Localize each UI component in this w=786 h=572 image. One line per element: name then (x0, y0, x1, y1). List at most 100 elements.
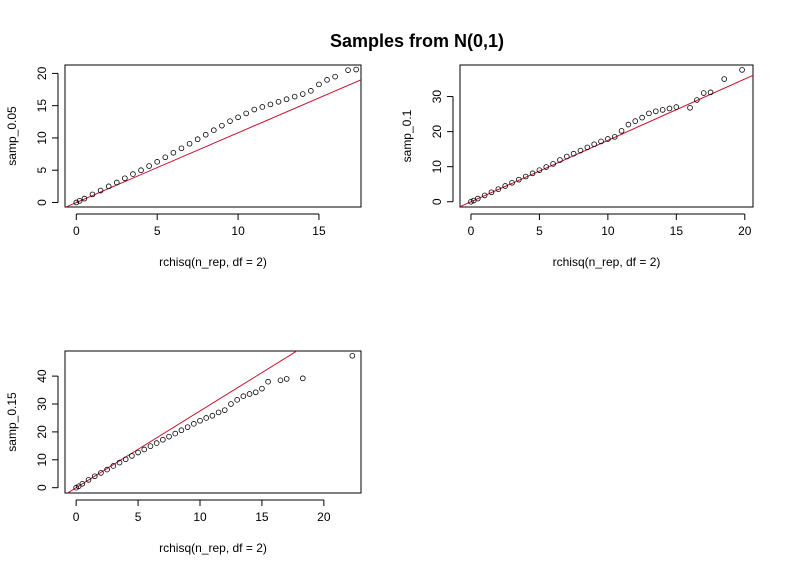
data-point (135, 449, 141, 456)
data-point (243, 110, 249, 117)
reference-line (66, 351, 298, 493)
data-point (79, 480, 86, 487)
data-point (153, 440, 160, 446)
data-point (160, 436, 166, 443)
x-tick-label: 15 (670, 224, 684, 238)
data-point (215, 409, 222, 416)
x-tick-label: 0 (468, 224, 475, 238)
data-point (116, 459, 123, 466)
data-point (611, 134, 618, 140)
y-tick-label: 0 (35, 199, 49, 206)
data-point (240, 393, 247, 399)
x-tick-label: 20 (738, 224, 752, 238)
data-point (129, 453, 135, 459)
x-tick-label: 15 (312, 224, 326, 238)
data-point (251, 106, 258, 113)
x-tick-label: 10 (193, 510, 207, 524)
x-axis-label: rchisq(n_rep, df = 2) (159, 255, 267, 269)
data-point (186, 140, 193, 147)
data-point (234, 397, 240, 403)
figure-title: Samples from N(0,1) (330, 31, 504, 51)
reference-line (65, 79, 361, 207)
data-point (184, 424, 191, 430)
data-point (299, 91, 306, 97)
data-point (265, 378, 271, 385)
x-tick-label: 10 (601, 224, 615, 238)
panels: 0 5 10 15 rchisq(n_rep, df = 2) 0 5 10 15 20 samp_… (5, 64, 754, 555)
data-point (308, 88, 314, 94)
y-tick-label: 30 (430, 90, 444, 104)
data-point (259, 385, 265, 392)
data-point (178, 427, 185, 434)
data-point (91, 473, 98, 480)
data-point (113, 179, 120, 186)
data-point (172, 430, 179, 437)
data-point (146, 163, 152, 169)
y-tick-label: 20 (35, 425, 49, 439)
data-point (707, 89, 714, 96)
data-point (522, 173, 529, 180)
data-point (700, 90, 707, 96)
data-point (122, 456, 129, 463)
y-tick-label: 0 (430, 198, 444, 205)
x-tick-label: 15 (255, 510, 269, 524)
data-point (605, 136, 611, 142)
data-point (97, 187, 104, 194)
data-point (550, 161, 556, 167)
data-point (283, 376, 290, 382)
data-point (211, 127, 217, 133)
x-axis-label: rchisq(n_rep, df = 2) (159, 541, 267, 555)
data-point (178, 145, 185, 152)
data-point (332, 73, 338, 80)
data-point (259, 104, 266, 110)
data-point (98, 470, 104, 476)
x-tick-label: 20 (317, 510, 331, 524)
data-point (474, 195, 481, 202)
data-point (275, 98, 282, 105)
data-point (495, 186, 502, 192)
y-tick-label: 20 (35, 66, 49, 80)
y-tick-label: 10 (430, 160, 444, 174)
y-axis-label: samp_0.1 (400, 109, 414, 162)
data-point (162, 154, 169, 161)
data-point (591, 141, 597, 148)
data-point (73, 199, 80, 206)
data-point (345, 67, 351, 73)
data-point (652, 108, 659, 115)
data-point (488, 189, 495, 196)
data-point (110, 463, 117, 469)
data-point (739, 67, 745, 73)
y-axis-label: samp_0.05 (5, 106, 19, 166)
data-point (557, 157, 563, 163)
data-point (694, 97, 700, 103)
data-point (659, 107, 666, 113)
data-point (502, 183, 508, 189)
data-point (104, 466, 110, 473)
data-point (85, 477, 92, 483)
data-point (202, 131, 209, 138)
data-point (76, 198, 83, 204)
x-tick-label: 5 (154, 224, 161, 238)
data-point (646, 110, 652, 117)
data-point (122, 175, 128, 182)
y-tick-label: 15 (35, 99, 49, 113)
y-tick-label: 10 (35, 453, 49, 467)
data-point (673, 104, 680, 110)
y-tick-label: 10 (35, 131, 49, 145)
plot-frame (64, 64, 362, 208)
panel-2: 0 5 10 15 20 rchisq(n_rep, df = 2) 0 10 20 30 samp… (400, 64, 754, 269)
data-point (324, 77, 330, 83)
data-point (170, 149, 177, 156)
plot-area (460, 67, 753, 207)
plot-frame (459, 64, 754, 208)
data-point (481, 192, 488, 199)
data-point (353, 66, 359, 73)
x-tick-label: 0 (73, 224, 80, 238)
data-point (529, 170, 536, 177)
data-point (252, 389, 259, 396)
data-point (632, 118, 639, 124)
plot-frame (64, 350, 362, 494)
data-point (147, 443, 154, 449)
data-point (536, 167, 543, 173)
data-point (349, 352, 356, 359)
